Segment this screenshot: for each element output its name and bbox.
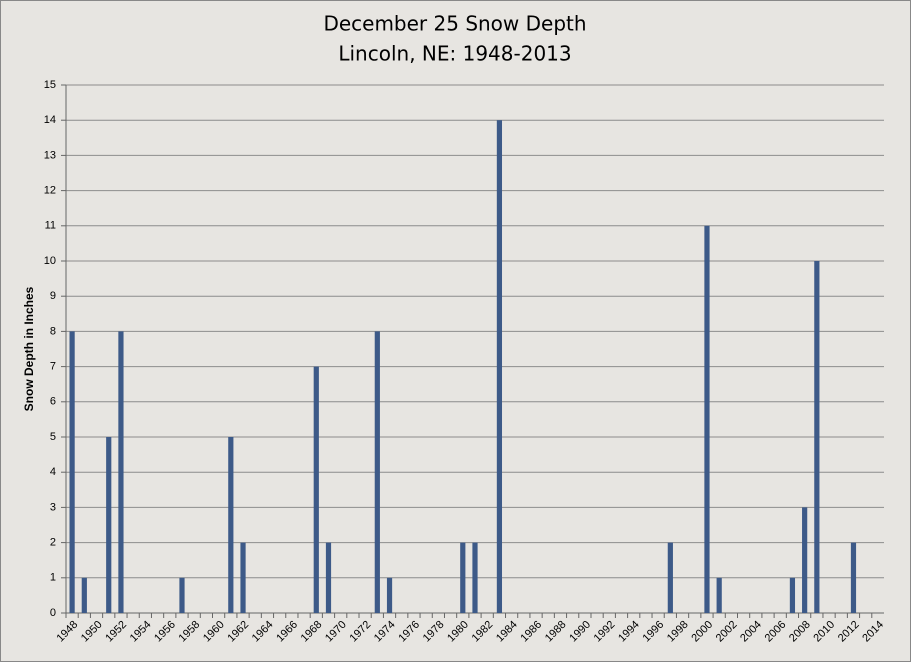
y-tick-label: 10 bbox=[44, 255, 56, 267]
y-tick-label: 2 bbox=[50, 537, 56, 549]
y-tick-label: 1 bbox=[50, 572, 56, 584]
bar bbox=[313, 366, 319, 613]
bar bbox=[789, 577, 796, 613]
bar bbox=[325, 542, 332, 613]
y-tick-label: 8 bbox=[50, 325, 56, 337]
bar bbox=[667, 542, 673, 613]
bar bbox=[106, 437, 112, 613]
y-tick-label: 7 bbox=[50, 361, 56, 373]
bar bbox=[69, 331, 75, 613]
bar bbox=[704, 225, 710, 614]
chart-subtitle: Lincoln, NE: 1948-2013 bbox=[338, 42, 571, 66]
bar bbox=[802, 507, 808, 613]
y-tick-label: 14 bbox=[44, 114, 56, 126]
bar bbox=[240, 542, 246, 613]
y-tick-label: 12 bbox=[44, 185, 56, 197]
bar bbox=[118, 331, 124, 613]
y-tick-label: 5 bbox=[50, 431, 56, 443]
bar bbox=[228, 437, 234, 613]
y-tick-label: 13 bbox=[44, 149, 56, 161]
y-tick-label: 15 bbox=[44, 79, 56, 91]
chart-title: December 25 Snow Depth bbox=[323, 12, 586, 36]
bar bbox=[460, 542, 466, 613]
bar bbox=[472, 542, 478, 613]
bar bbox=[386, 577, 393, 613]
bar bbox=[814, 261, 820, 613]
bar bbox=[81, 577, 87, 613]
y-tick-label: 0 bbox=[50, 607, 56, 619]
y-axis-label: Snow Depth in Inches bbox=[22, 286, 36, 411]
bar bbox=[496, 120, 503, 613]
y-tick-label: 6 bbox=[50, 396, 56, 408]
y-tick-label: 11 bbox=[45, 220, 56, 232]
bar bbox=[850, 542, 857, 613]
bar bbox=[716, 577, 722, 613]
y-tick-label: 3 bbox=[50, 501, 56, 513]
bar bbox=[179, 577, 185, 613]
y-tick-label: 4 bbox=[50, 466, 56, 478]
bar bbox=[374, 331, 380, 613]
y-tick-label: 9 bbox=[50, 290, 56, 302]
